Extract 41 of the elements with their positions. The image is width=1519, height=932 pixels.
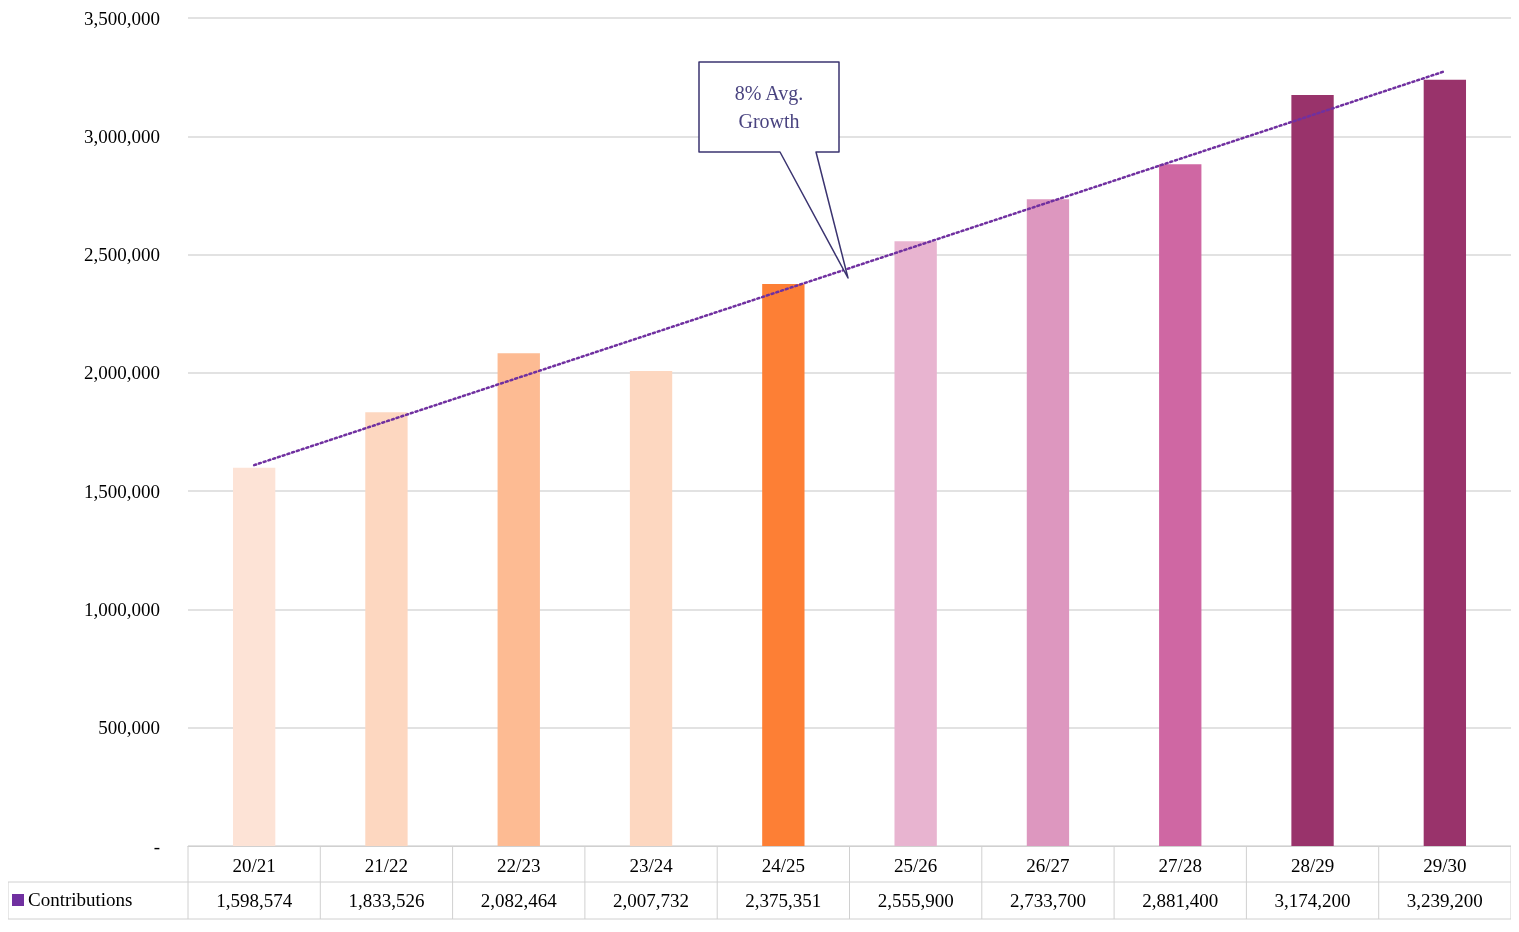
bar <box>1291 95 1334 846</box>
y-tick-label: 1,000,000 <box>84 598 160 620</box>
bar <box>1026 199 1070 846</box>
data-label: 2,555,900 <box>877 889 954 911</box>
data-label: 2,733,700 <box>1009 889 1086 911</box>
bar <box>1423 79 1467 846</box>
bar <box>365 412 408 846</box>
bar <box>894 241 937 846</box>
data-label: 3,239,200 <box>1406 889 1483 911</box>
callout-box: 8% Avg. Growth <box>698 61 850 279</box>
data-label: 3,174,200 <box>1274 889 1351 911</box>
x-tick-label: 20/21 <box>232 855 276 876</box>
x-tick-label: 27/28 <box>1158 855 1202 876</box>
y-tick-label: 1,500,000 <box>84 480 160 502</box>
y-tick-label: 500,000 <box>98 717 160 739</box>
x-tick-label: 24/25 <box>761 855 805 876</box>
x-tick-label: 28/29 <box>1290 855 1335 876</box>
x-tick-label: 26/27 <box>1026 855 1070 876</box>
x-tick-label: 23/24 <box>629 855 674 876</box>
bar <box>762 284 805 846</box>
y-tick-label: - <box>153 835 160 857</box>
bar <box>1159 164 1202 846</box>
bar <box>497 353 540 846</box>
annotation: 8% Avg. Growth <box>733 81 805 134</box>
data-label: 2,007,732 <box>613 889 690 911</box>
y-tick-label: 3,500,000 <box>84 7 160 29</box>
x-tick-label: 21/22 <box>364 855 409 876</box>
y-tick-label: 2,500,000 <box>84 244 160 266</box>
x-tick-label: 22/23 <box>497 855 541 876</box>
y-tick-label: 2,000,000 <box>84 362 160 384</box>
data-label: 1,598,574 <box>216 889 293 911</box>
text: Contributions <box>28 888 133 912</box>
y-tick-label: 3,000,000 <box>84 125 160 147</box>
x-tick-label: 29/30 <box>1423 855 1467 876</box>
bar <box>232 467 276 846</box>
data-label: 2,082,464 <box>480 889 558 911</box>
data-label: 2,375,351 <box>745 889 822 911</box>
data-label: 1,833,526 <box>348 889 425 911</box>
data-label: 2,881,400 <box>1142 889 1219 911</box>
x-tick-label: 25/26 <box>894 855 938 876</box>
bar <box>629 371 673 846</box>
